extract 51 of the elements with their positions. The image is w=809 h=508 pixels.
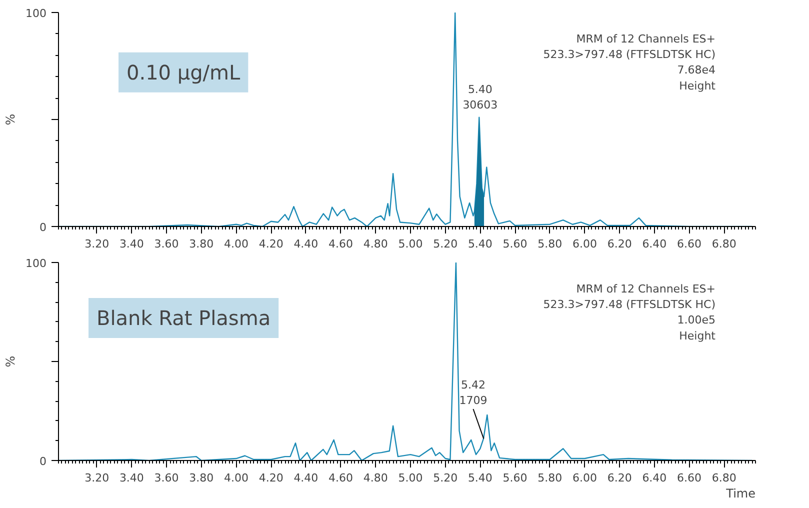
x-tick-label: 6.40: [642, 472, 667, 484]
x-tick-label: 6.20: [607, 238, 632, 250]
x-tick-label: 3.40: [119, 238, 144, 250]
x-tick-label: 5.00: [398, 238, 423, 250]
y-axis-title: %: [4, 356, 18, 368]
x-tick-label: 5.60: [502, 238, 528, 250]
x-tick-label: 5.40: [468, 238, 492, 250]
y-tick-label: 0: [40, 455, 46, 468]
x-tick-label: 4.20: [258, 238, 284, 250]
x-tick-label: 3.60: [154, 238, 179, 250]
x-tick-label: 4.00: [224, 472, 248, 484]
x-tick-label: 5.80: [538, 238, 562, 250]
x-tick-label: 3.20: [84, 472, 110, 484]
x-tick-label: 6.80: [712, 472, 736, 484]
x-tick-label: 6.40: [642, 238, 667, 250]
x-tick-label: 3.80: [189, 472, 214, 484]
x-tick-label: 5.80: [538, 472, 562, 484]
x-tick-label: 6.60: [677, 238, 702, 250]
annotation: Blank Rat Plasma: [96, 306, 271, 330]
x-tick-label: 4.20: [258, 472, 284, 484]
x-tick-label: 6.80: [712, 238, 736, 250]
x-tick-label: 4.00: [224, 238, 248, 250]
x-tick-label: 4.60: [328, 238, 354, 250]
x-tick-label: 5.20: [433, 238, 458, 250]
annotation: MRM of 12 Channels ES+ 523.3>797.48 (FTFSLDTSK HC) 7.68e4 Height: [543, 32, 716, 92]
x-tick-label: 5.20: [433, 472, 458, 484]
x-tick-label: 5.00: [398, 472, 423, 484]
y-axis-title: %: [4, 114, 18, 126]
annotation: 5.42 1709: [459, 378, 488, 408]
x-tick-label: 4.40: [294, 238, 318, 250]
annotation: 5.40 30603: [462, 82, 498, 112]
x-tick-label: 6.00: [572, 472, 597, 484]
annotation: 0.10 µg/mL: [126, 60, 242, 84]
y-tick-label: 100: [26, 257, 47, 270]
x-tick-label: 4.60: [328, 472, 354, 484]
x-tick-label: 4.80: [363, 238, 388, 250]
y-tick-label: 0: [40, 221, 46, 234]
x-tick-label: 4.40: [294, 472, 318, 484]
x-tick-label: 6.60: [677, 472, 702, 484]
x-tick-label: 3.40: [119, 472, 144, 484]
x-tick-label: 3.80: [189, 238, 214, 250]
x-tick-label: 6.20: [607, 472, 632, 484]
annotation: MRM of 12 Channels ES+ 523.3>797.48 (FTFSLDTSK HC) 1.00e5 Height: [543, 282, 716, 342]
x-tick-label: 4.80: [363, 472, 388, 484]
x-tick-label: 5.60: [502, 472, 528, 484]
x-axis-title: Time: [725, 486, 756, 500]
x-tick-label: 5.40: [468, 472, 492, 484]
x-tick-label: 3.60: [154, 472, 179, 484]
y-tick-label: 100: [26, 7, 47, 20]
x-tick-label: 3.20: [84, 238, 110, 250]
x-tick-label: 6.00: [572, 238, 597, 250]
